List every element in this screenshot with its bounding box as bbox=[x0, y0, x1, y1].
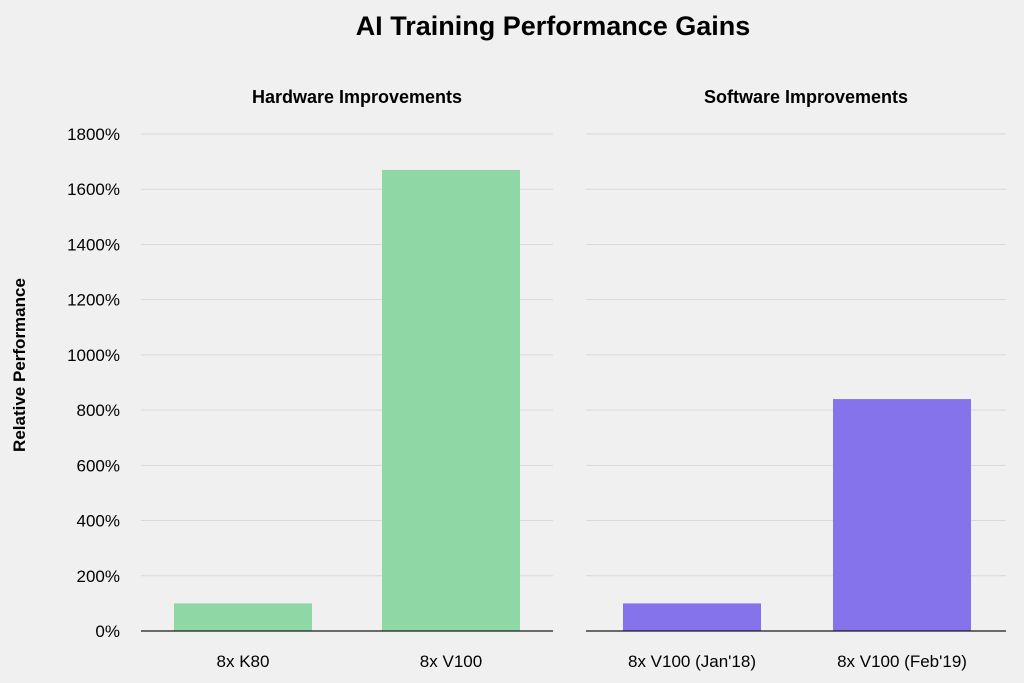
panel-title: Hardware Improvements bbox=[252, 87, 462, 107]
y-tick-label: 600% bbox=[77, 456, 120, 475]
bar-8x-k80 bbox=[174, 603, 312, 631]
x-tick-label: 8x V100 (Jan'18) bbox=[628, 652, 756, 671]
y-tick-label: 400% bbox=[77, 512, 120, 531]
chart-title: AI Training Performance Gains bbox=[356, 11, 751, 41]
y-axis-ticks: 0% 200% 400% 600% 800% 1000% 1200% 1400% 1600% 18… bbox=[67, 125, 120, 641]
x-tick-label: 8x V100 (Feb'19) bbox=[837, 652, 967, 671]
panel-title: Software Improvements bbox=[704, 87, 908, 107]
panel-hardware: Hardware Improvements 8x K80 8x V100 bbox=[141, 87, 553, 671]
x-tick-label: 8x K80 bbox=[217, 652, 270, 671]
y-tick-label: 1400% bbox=[67, 235, 120, 254]
bar-8x-v100-jan-18 bbox=[623, 603, 761, 631]
y-tick-label: 1800% bbox=[67, 125, 120, 144]
y-tick-label: 0% bbox=[95, 622, 120, 641]
bar-8x-v100-feb-19 bbox=[833, 399, 971, 631]
y-tick-label: 1000% bbox=[67, 346, 120, 365]
x-tick-label: 8x V100 bbox=[420, 652, 482, 671]
panel-software: Software Improvements 8x V100 (Jan'18) 8x … bbox=[586, 87, 1006, 671]
y-axis-label: Relative Performance bbox=[10, 278, 29, 452]
y-tick-label: 1600% bbox=[67, 180, 120, 199]
bar-8x-v100 bbox=[382, 169, 520, 631]
y-tick-label: 1200% bbox=[67, 291, 120, 310]
y-tick-label: 200% bbox=[77, 567, 120, 586]
y-tick-label: 800% bbox=[77, 401, 120, 420]
